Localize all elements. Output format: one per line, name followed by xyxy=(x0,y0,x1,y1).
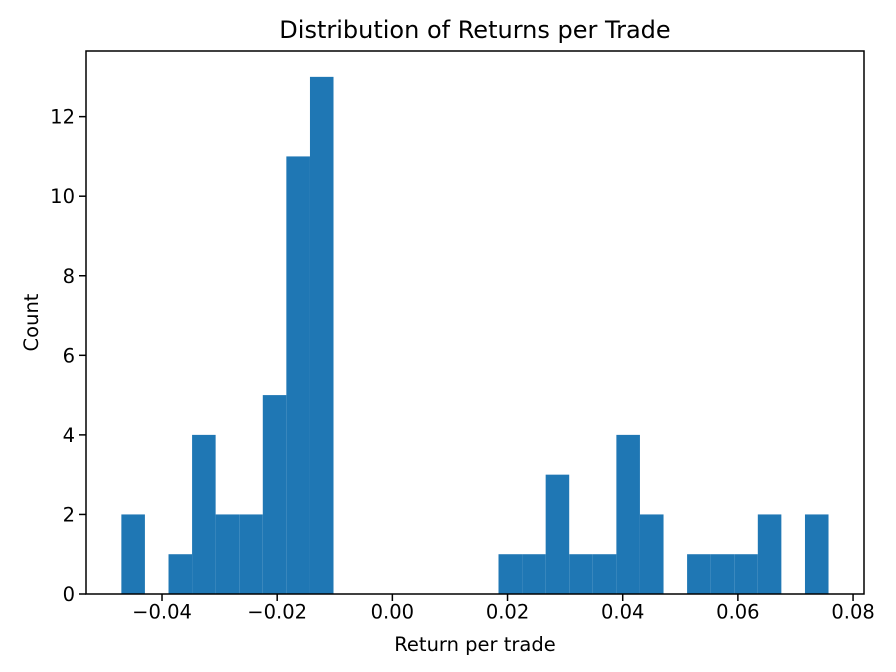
histogram-bar xyxy=(616,434,640,594)
histogram-bar xyxy=(262,395,287,594)
histogram-bar xyxy=(710,554,735,594)
y-tick-label: 4 xyxy=(63,424,75,447)
x-tick-label: 0.04 xyxy=(601,601,644,624)
y-axis-label: Count xyxy=(20,293,43,351)
histogram-bar xyxy=(168,554,193,594)
histogram-bar xyxy=(286,156,310,595)
histogram-bar xyxy=(734,554,758,594)
histogram-bar xyxy=(522,554,546,594)
x-tick-label: −0.02 xyxy=(247,601,307,624)
x-axis-label: Return per trade xyxy=(394,633,555,656)
histogram-bar xyxy=(239,514,263,594)
histogram-bar xyxy=(687,554,711,594)
y-tick-label: 8 xyxy=(63,265,75,288)
x-tick-label: 0.02 xyxy=(486,601,529,624)
y-tick-label: 6 xyxy=(63,344,75,367)
plot-frame xyxy=(85,50,865,595)
x-tick-label: −0.04 xyxy=(132,601,192,624)
chart-title: Distribution of Returns per Trade xyxy=(279,16,670,44)
histogram-bar xyxy=(215,514,240,594)
histogram-bar xyxy=(121,514,145,594)
histogram-bar xyxy=(804,514,829,594)
y-axis-ticks: 0 2 4 6 8 10 12 xyxy=(50,106,86,606)
y-tick-label: 10 xyxy=(50,185,75,208)
x-tick-label: 0.08 xyxy=(831,601,874,624)
y-tick-label: 2 xyxy=(63,503,75,526)
histogram-bar xyxy=(757,514,782,594)
x-tick-label: 0.00 xyxy=(371,601,414,624)
x-tick-label: 0.06 xyxy=(716,601,759,624)
histogram-bar xyxy=(569,554,593,594)
x-axis-ticks: −0.04 −0.02 0.00 0.02 0.04 0.06 0.08 xyxy=(132,594,875,624)
y-tick-label: 12 xyxy=(50,106,75,129)
histogram-bar xyxy=(592,554,617,594)
histogram-bar xyxy=(498,554,523,594)
bars-group xyxy=(121,76,829,595)
histogram-bar xyxy=(639,514,664,594)
histogram-bar xyxy=(192,434,216,594)
histogram-bar xyxy=(545,474,570,594)
histogram-bar xyxy=(309,76,334,595)
y-tick-label: 0 xyxy=(63,583,75,606)
